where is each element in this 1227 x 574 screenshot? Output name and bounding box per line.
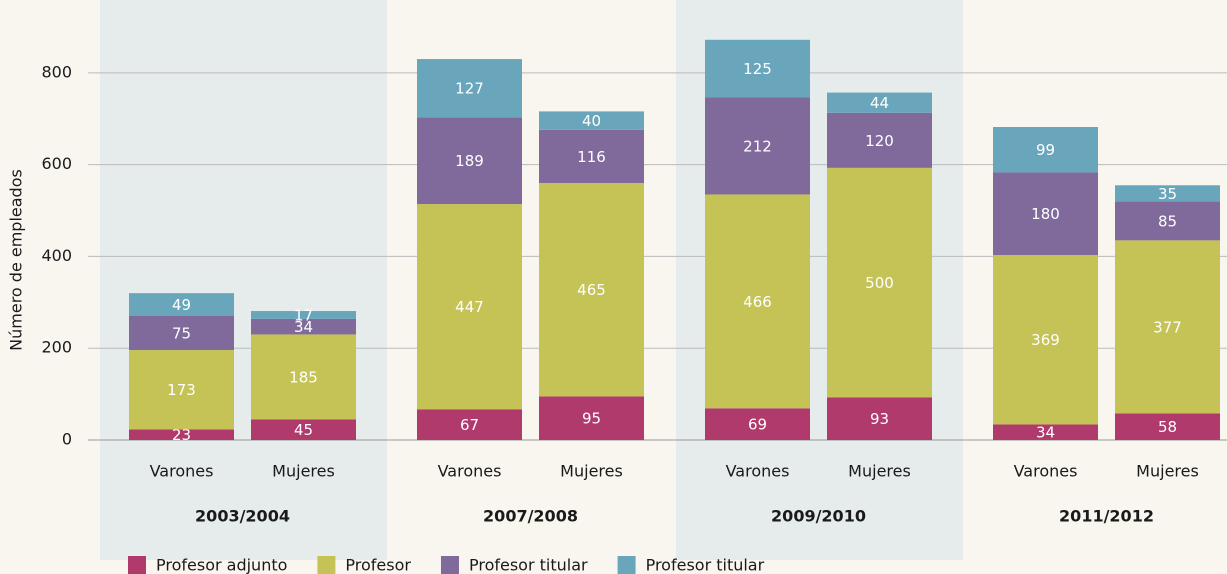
legend-label: Profesor titular (646, 556, 765, 574)
y-tick-label: 800 (41, 62, 72, 81)
data-label: 500 (865, 274, 894, 292)
data-label: 99 (1036, 141, 1055, 159)
data-label: 466 (743, 293, 772, 311)
bar-segment (417, 117, 522, 205)
group-label: 2009/2010 (771, 507, 866, 526)
bar-segment (539, 129, 644, 183)
bar-segment (705, 408, 810, 440)
bar-segment (705, 39, 810, 98)
bar-segment (251, 311, 356, 319)
bar-segment (1115, 185, 1220, 202)
data-label: 34 (294, 318, 313, 336)
x-tick-label: Mujeres (848, 462, 911, 481)
legend-swatch (617, 556, 636, 574)
bar-segment (251, 318, 356, 335)
data-label: 75 (172, 324, 191, 342)
group-band (100, 0, 387, 560)
bar-segment (251, 334, 356, 420)
bar-segment (539, 111, 644, 130)
y-tick-label: 200 (41, 338, 72, 357)
bar-segment (539, 182, 644, 397)
data-label: 116 (577, 148, 606, 166)
data-label: 465 (577, 281, 606, 299)
data-label: 185 (289, 368, 318, 386)
y-axis-title: Número de empleados (7, 169, 26, 351)
data-label: 93 (870, 410, 889, 428)
bar-segment (993, 255, 1098, 425)
x-tick-label: Mujeres (272, 462, 335, 481)
bar-segment (1115, 240, 1220, 414)
data-label: 49 (172, 296, 191, 314)
legend-swatch (128, 556, 146, 574)
data-label: 67 (460, 416, 479, 434)
data-label: 377 (1153, 318, 1182, 336)
bar-segment (251, 419, 356, 440)
data-label: 23 (172, 426, 191, 444)
x-tick-label: Mujeres (1136, 462, 1199, 481)
bar-segment (129, 293, 234, 316)
data-label: 173 (167, 381, 196, 399)
bar-segment (129, 429, 234, 440)
legend-label: Profesor titular (469, 556, 588, 574)
data-label: 189 (455, 152, 484, 170)
bar-segment (1115, 413, 1220, 440)
bar-segment (705, 97, 810, 195)
data-label: 34 (1036, 424, 1055, 442)
bar-segment (993, 424, 1098, 440)
y-tick-label: 400 (41, 246, 72, 265)
x-tick-label: Varones (438, 462, 502, 481)
legend-swatch (317, 556, 336, 574)
bar-segment (129, 350, 234, 430)
data-label: 44 (870, 94, 889, 112)
group-label: 2011/2012 (1059, 507, 1154, 526)
group-label: 2003/2004 (195, 507, 290, 526)
data-label: 127 (455, 80, 484, 98)
data-label: 69 (748, 416, 767, 434)
bar-segment (993, 172, 1098, 256)
data-label: 85 (1158, 212, 1177, 230)
bar-segment (827, 112, 932, 168)
data-label: 212 (743, 137, 772, 155)
bar-segment (827, 92, 932, 113)
x-tick-label: Varones (150, 462, 214, 481)
bar-segment (705, 194, 810, 409)
bar-segment (417, 204, 522, 410)
y-tick-label: 0 (62, 430, 72, 449)
data-label: 125 (743, 60, 772, 78)
data-label: 447 (455, 298, 484, 316)
data-label: 95 (582, 410, 601, 428)
bar-segment (417, 59, 522, 118)
data-label: 35 (1158, 185, 1177, 203)
bar-segment (129, 315, 234, 351)
bar-segment (539, 396, 644, 440)
legend-label: Profesor (345, 556, 411, 574)
bar-segment (827, 167, 932, 398)
y-tick-label: 600 (41, 154, 72, 173)
legend-label: Profesor adjunto (156, 556, 287, 574)
data-label: 45 (294, 421, 313, 439)
x-tick-label: Varones (1014, 462, 1078, 481)
x-tick-label: Varones (726, 462, 790, 481)
data-label: 180 (1031, 205, 1060, 223)
bar-segment (1115, 201, 1220, 241)
x-tick-label: Mujeres (560, 462, 623, 481)
data-label: 369 (1031, 331, 1060, 349)
bar-segment (993, 126, 1098, 173)
group-label: 2007/2008 (483, 507, 578, 526)
data-label: 40 (582, 112, 601, 130)
data-label: 17 (294, 306, 313, 324)
bar-segment (827, 397, 932, 440)
data-label: 120 (865, 132, 894, 150)
legend-swatch (440, 556, 459, 574)
data-label: 58 (1158, 418, 1177, 436)
bar-segment (417, 409, 522, 440)
